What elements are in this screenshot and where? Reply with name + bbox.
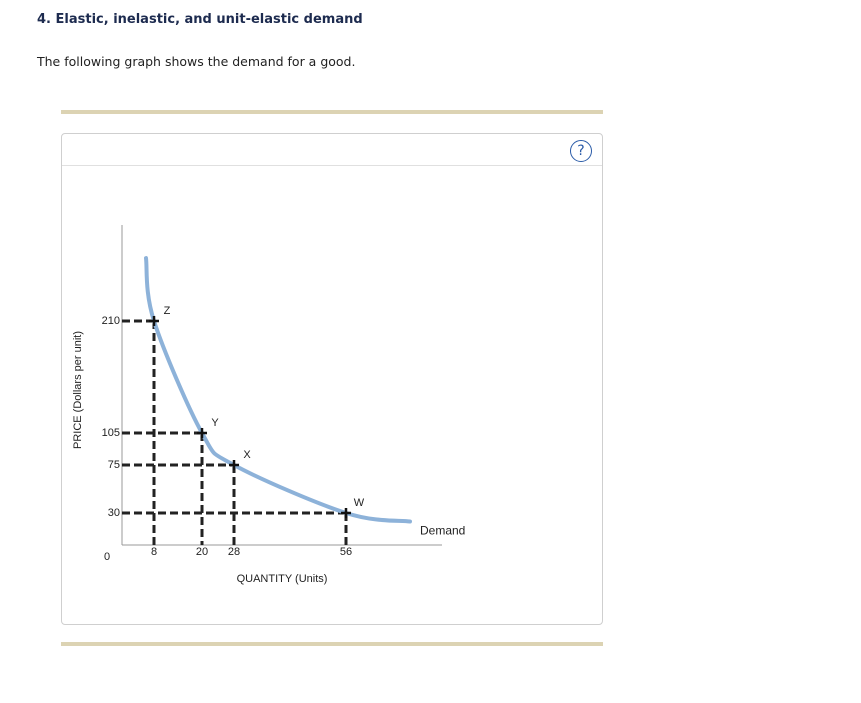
intro-text: The following graph shows the demand for…	[37, 54, 356, 69]
x-axis-label: QUANTITY (Units)	[237, 573, 328, 585]
divider-bar	[61, 642, 603, 646]
point-marker	[149, 316, 159, 326]
x-tick-label: 28	[228, 546, 240, 558]
divider-bar	[61, 110, 603, 114]
y-tick-label: 210	[102, 315, 120, 327]
graph-panel: ?	[61, 133, 603, 625]
panel-divider	[62, 165, 602, 166]
x-tick-label: 56	[340, 546, 352, 558]
y-tick-label: 30	[108, 507, 120, 519]
point-label: Y	[211, 417, 219, 429]
y-axis-label: PRICE (Dollars per unit)	[72, 331, 84, 449]
point-marker	[229, 460, 239, 470]
curve-label: Demand	[420, 524, 465, 538]
x-tick-label: 20	[196, 546, 208, 558]
point-label: X	[243, 449, 251, 461]
help-button[interactable]: ?	[570, 140, 592, 162]
question-title: 4. Elastic, inelastic, and unit-elastic …	[37, 12, 363, 27]
y-tick-label: 75	[108, 459, 120, 471]
x-tick-label: 8	[151, 546, 157, 558]
demand-curve	[144, 256, 412, 524]
point-marker	[341, 508, 351, 518]
point-label: W	[354, 497, 365, 509]
point-label: Z	[164, 305, 171, 317]
point-marker	[197, 428, 207, 438]
origin-label: 0	[104, 551, 110, 563]
y-tick-label: 105	[102, 427, 120, 439]
